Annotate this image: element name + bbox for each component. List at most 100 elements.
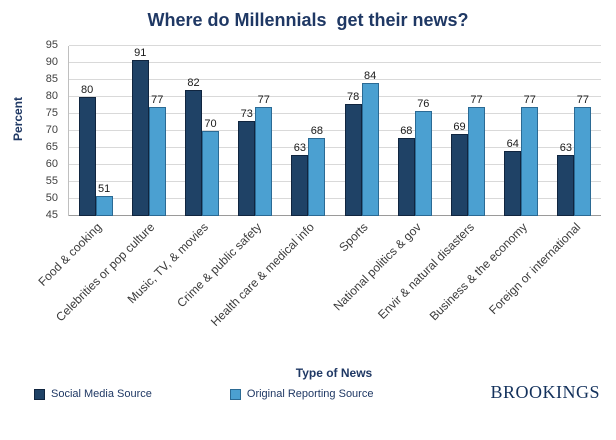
bar-value-label: 76 [417, 97, 430, 110]
bar [202, 131, 219, 216]
bar [308, 137, 326, 216]
x-axis-title: Type of News [295, 366, 373, 380]
bar-group: 82 70 [175, 78, 228, 216]
y-tick-label: 50 [45, 192, 58, 204]
bar-social-media: 78 [344, 91, 362, 216]
bar-value-label: 64 [506, 138, 519, 151]
x-axis-labels: Food & cooking Celebrities or pop culture… [36, 220, 600, 368]
bar-original-reporting: 84 [361, 70, 379, 216]
bar-group: 63 77 [548, 95, 601, 216]
bar-group: 91 77 [122, 46, 175, 216]
legend-item: Original Reporting Source [229, 388, 374, 400]
bar-value-label: 73 [240, 107, 253, 120]
gridline [69, 181, 601, 182]
y-tick-label: 85 [45, 73, 58, 85]
gridline [69, 113, 601, 114]
bar-group: 80 51 [69, 85, 122, 216]
bar-value-label: 77 [470, 94, 483, 107]
bar-original-reporting: 77 [521, 94, 539, 216]
bar [521, 107, 539, 216]
bar [468, 107, 486, 216]
x-tick-label: Celebrities or pop culture [53, 220, 158, 325]
gridline [69, 130, 601, 131]
bar-social-media: 82 [185, 78, 202, 216]
bar [504, 151, 522, 216]
gridline [69, 45, 601, 46]
bar-social-media: 80 [78, 84, 96, 216]
x-tick-label: National politics & gov [330, 220, 424, 314]
gridline [69, 198, 601, 199]
bar [291, 154, 309, 216]
bar [185, 90, 202, 216]
legend-swatch [229, 388, 241, 400]
x-axis-line [69, 215, 601, 216]
bar-social-media: 63 [291, 141, 309, 216]
bar-social-media: 69 [451, 121, 469, 216]
y-tick-label: 75 [45, 107, 58, 119]
y-tick-label: 55 [45, 175, 58, 187]
bar-group: 69 77 [441, 95, 494, 216]
y-tick-label: 90 [45, 56, 58, 68]
gridline [69, 62, 601, 63]
bar-value-label: 77 [576, 94, 590, 107]
y-tick-label: 60 [45, 158, 58, 170]
bar [344, 103, 362, 216]
bar-group: 64 77 [495, 95, 548, 216]
bar-social-media: 91 [131, 46, 149, 216]
bar-original-reporting: 51 [95, 182, 113, 216]
plot-area: 80 51 91 77 82 70 73 77 63 68 78 84 68 76 69 77 64 77 63 77 [68, 45, 601, 216]
bar [397, 137, 415, 216]
bar-value-label: 69 [453, 121, 466, 134]
y-tick-label: 45 [45, 209, 58, 221]
bar-social-media: 73 [238, 107, 256, 216]
bar [78, 97, 96, 216]
y-axis-ticks: 45 50 55 60 65 70 75 80 85 90 95 [34, 40, 62, 221]
bar-original-reporting: 77 [574, 94, 592, 216]
gridline [69, 79, 601, 80]
legend-swatch [34, 388, 45, 400]
y-tick-label: 95 [45, 39, 58, 51]
legend-label: Original Reporting Source [246, 388, 374, 400]
bar [414, 110, 432, 216]
bar-group: 68 76 [388, 97, 441, 216]
bar-social-media: 68 [397, 124, 415, 216]
bar-social-media: 63 [557, 141, 575, 216]
x-tick-label: Business & the economy [426, 220, 531, 324]
bar-value-label: 63 [559, 141, 573, 154]
bar-value-label: 91 [134, 46, 147, 59]
x-tick-label: Foreign or international [486, 220, 584, 318]
chart-title: Where do Millennials get their news? [147, 10, 469, 30]
bar-value-label: 77 [523, 94, 536, 107]
bar-value-label: 51 [97, 182, 111, 195]
bar-groups: 80 51 91 77 82 70 73 77 63 68 78 84 68 76 69 77 64 77 63 77 [69, 46, 601, 216]
bar-value-label: 77 [257, 94, 270, 107]
bar-social-media: 64 [504, 138, 522, 216]
bar [148, 107, 166, 216]
bar-value-label: 82 [187, 77, 200, 90]
bar [451, 134, 469, 216]
legend-item: Social Media Source [34, 388, 152, 400]
bar-value-label: 77 [151, 94, 164, 107]
legend-label: Social Media Source [51, 388, 152, 400]
gridline [69, 164, 601, 165]
bar-value-label: 63 [293, 141, 307, 154]
bar-original-reporting: 77 [148, 94, 166, 216]
bar-original-reporting: 70 [202, 119, 219, 216]
bar [557, 154, 575, 216]
bar [574, 107, 592, 216]
x-tick-label: Health care & medical info [208, 220, 318, 329]
bar-value-label: 68 [400, 124, 413, 137]
bar-value-label: 80 [80, 84, 94, 96]
bar-original-reporting: 68 [308, 124, 326, 216]
bar-value-label: 68 [310, 124, 324, 137]
bar-group: 63 68 [282, 124, 335, 216]
bar-group: 73 77 [229, 95, 282, 216]
bar [255, 107, 273, 216]
y-axis-title: Percent [11, 96, 25, 142]
bar-original-reporting: 77 [255, 94, 273, 216]
bar-value-label: 84 [363, 70, 377, 83]
x-tick-label: Sports [336, 220, 371, 255]
bar [361, 83, 379, 216]
bar [95, 195, 113, 216]
